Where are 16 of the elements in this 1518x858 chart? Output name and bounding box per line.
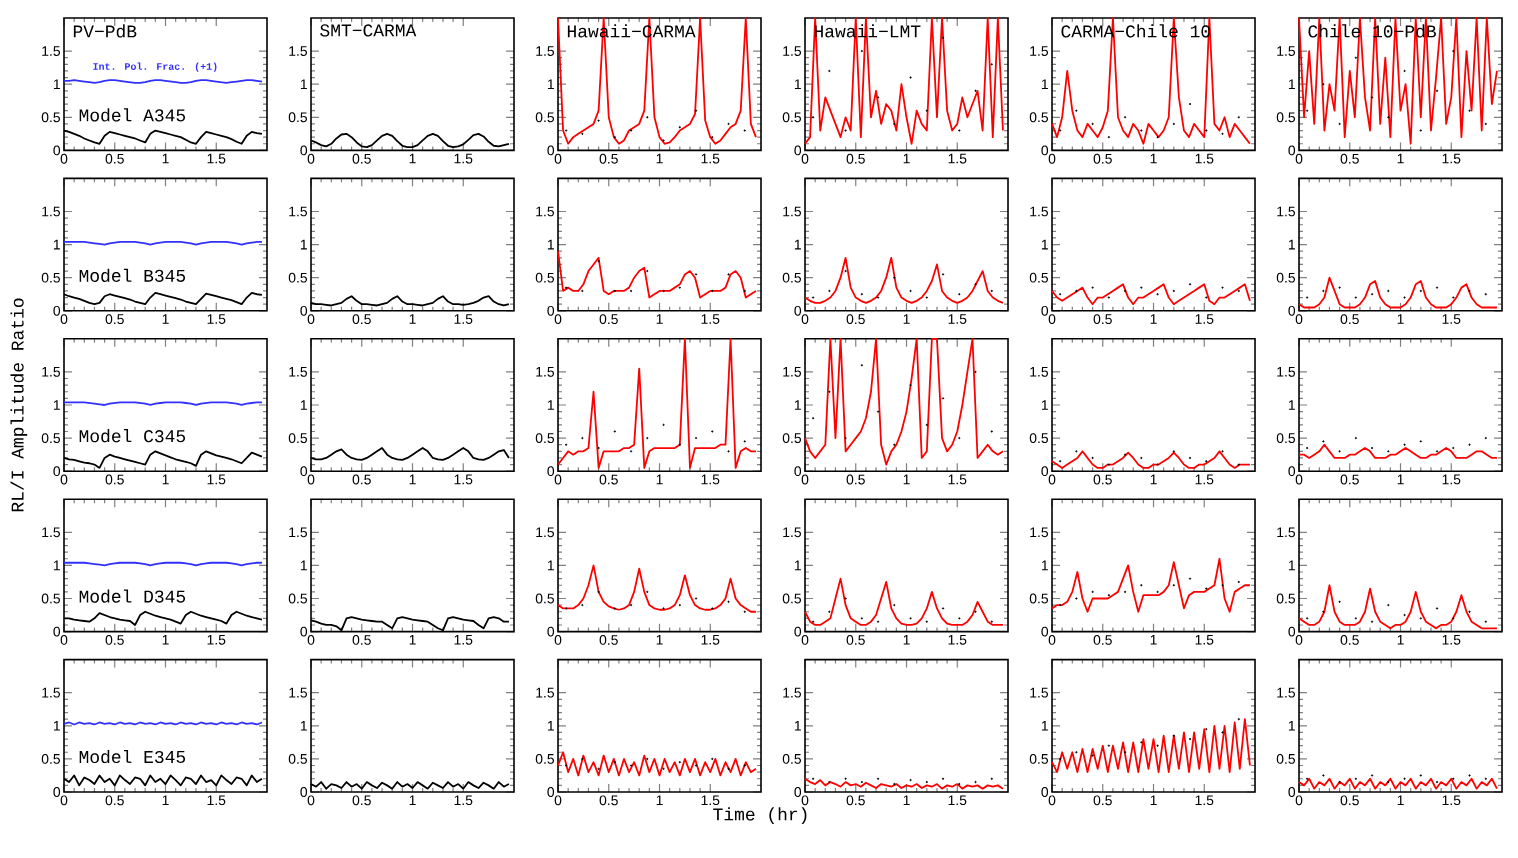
line-series [804, 17, 1004, 145]
line-series [804, 337, 1004, 466]
line-series [1298, 17, 1498, 145]
chart-title: PV−PdB [73, 24, 137, 38]
annotation: Model B345 [79, 268, 186, 282]
line-series [804, 256, 1004, 304]
x-axis-title: Time (hr) [713, 807, 807, 825]
line-series [557, 751, 757, 777]
annotation: Model A345 [79, 108, 186, 122]
line-series [1051, 17, 1251, 145]
chart-title: SMT−CARMA [320, 24, 417, 37]
y-axis-title: RL/I Amplitude Ratio [10, 298, 28, 512]
line-series [1051, 718, 1251, 774]
annotation: Model E345 [79, 749, 186, 764]
annotation: Model C345 [79, 429, 186, 443]
annotation: Model D345 [79, 589, 186, 603]
